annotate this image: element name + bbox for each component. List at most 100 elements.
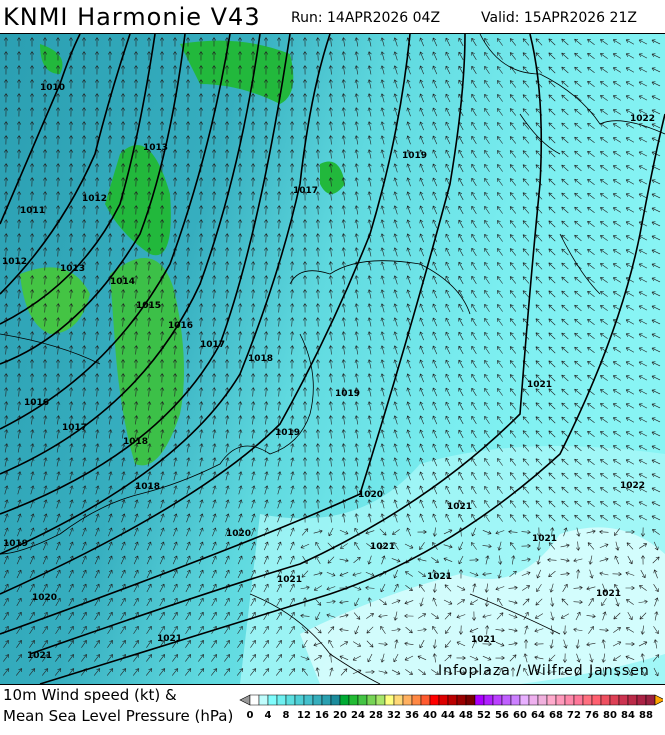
wind-arrow — [328, 163, 333, 173]
wind-arrow — [290, 191, 295, 201]
isobar-label: 1016 — [24, 398, 49, 408]
wind-arrow — [640, 527, 646, 537]
wind-arrow — [561, 458, 569, 466]
wind-arrow — [147, 471, 152, 481]
wind-arrow — [587, 38, 595, 45]
wind-arrow — [290, 499, 295, 509]
wind-arrow — [237, 93, 243, 103]
wind-arrow — [484, 429, 490, 438]
wind-arrow — [638, 67, 648, 73]
wind-arrow — [445, 37, 451, 47]
wind-arrow — [548, 402, 556, 410]
wind-arrow — [354, 359, 359, 369]
wind-arrow — [160, 373, 165, 383]
wind-arrow — [367, 359, 372, 369]
wind-arrow — [625, 333, 635, 339]
wind-arrow — [419, 542, 425, 550]
wind-arrow — [55, 541, 61, 551]
wind-arrow — [146, 163, 152, 173]
wind-arrow — [600, 319, 608, 325]
wind-arrow — [393, 93, 398, 103]
wind-arrow — [341, 513, 346, 523]
wind-arrow — [509, 164, 517, 172]
wind-arrow — [81, 640, 87, 648]
wind-arrow — [626, 542, 634, 550]
wind-arrow — [354, 219, 359, 229]
wind-arrow — [379, 542, 387, 550]
wind-arrow — [16, 555, 22, 565]
wind-arrow — [133, 625, 139, 634]
wind-arrow — [42, 583, 48, 593]
wind-arrow — [95, 387, 100, 397]
wind-arrow — [237, 359, 243, 369]
wind-arrow — [612, 445, 621, 451]
wind-arrow — [354, 443, 359, 453]
wind-arrow — [290, 415, 295, 425]
wind-arrow — [315, 387, 320, 397]
wind-arrow — [159, 121, 165, 131]
wind-arrow — [561, 416, 569, 424]
wind-arrow — [380, 359, 385, 369]
wind-arrow — [587, 164, 595, 171]
wind-arrow — [509, 206, 517, 214]
wind-arrow — [238, 177, 243, 187]
wind-arrow — [625, 641, 635, 647]
wind-arrow — [302, 205, 308, 215]
wind-arrow — [458, 499, 464, 509]
wind-arrow — [225, 429, 230, 439]
wind-arrow — [484, 415, 490, 424]
wind-arrow — [380, 625, 386, 634]
wind-arrow — [159, 65, 165, 75]
wind-arrow — [484, 457, 490, 466]
wind-arrow — [277, 289, 282, 299]
wind-arrow — [445, 275, 451, 285]
wind-arrow — [289, 640, 295, 648]
wind-arrow — [238, 289, 243, 299]
wind-arrow — [250, 625, 256, 634]
wind-arrow — [625, 193, 635, 199]
wind-arrow — [354, 289, 359, 299]
wind-arrow — [561, 486, 569, 494]
wind-arrow — [277, 401, 282, 411]
wind-arrow — [612, 81, 621, 87]
wind-arrow — [328, 443, 333, 453]
wind-arrow — [613, 612, 621, 620]
wind-arrow — [509, 262, 517, 270]
wind-arrow — [418, 571, 426, 577]
wind-arrow — [264, 513, 269, 523]
wind-arrow — [458, 247, 464, 257]
wind-arrow — [289, 359, 295, 369]
wind-arrow — [107, 135, 113, 145]
wind-arrow — [548, 318, 556, 326]
legend-label: 44 — [441, 710, 455, 721]
wind-arrow — [509, 388, 517, 396]
wind-arrow — [211, 65, 217, 75]
wind-arrow — [574, 164, 582, 172]
wind-arrow — [251, 527, 256, 537]
wind-arrow — [367, 485, 372, 495]
wind-arrow — [509, 52, 517, 60]
wind-arrow — [3, 541, 9, 551]
wind-arrow — [315, 247, 320, 257]
wind-arrow — [406, 135, 411, 145]
wind-arrow — [29, 163, 35, 173]
wind-arrow — [3, 121, 9, 131]
wind-arrow — [224, 359, 230, 369]
wind-arrow — [497, 318, 503, 326]
wind-arrow — [615, 541, 620, 551]
wind-arrow — [367, 429, 372, 439]
wind-arrow — [522, 444, 530, 452]
wind-arrow — [107, 107, 113, 117]
wind-arrow — [120, 135, 126, 145]
wind-arrow — [536, 527, 542, 537]
wind-arrow — [458, 205, 464, 215]
wind-arrow — [328, 373, 333, 383]
wind-arrow — [108, 261, 113, 271]
wind-arrow — [56, 499, 61, 509]
wind-arrow — [562, 583, 568, 592]
wind-arrow — [419, 359, 424, 369]
wind-arrow — [509, 38, 517, 46]
wind-arrow — [108, 317, 113, 327]
wind-arrow — [432, 345, 438, 355]
wind-arrow — [445, 93, 451, 103]
